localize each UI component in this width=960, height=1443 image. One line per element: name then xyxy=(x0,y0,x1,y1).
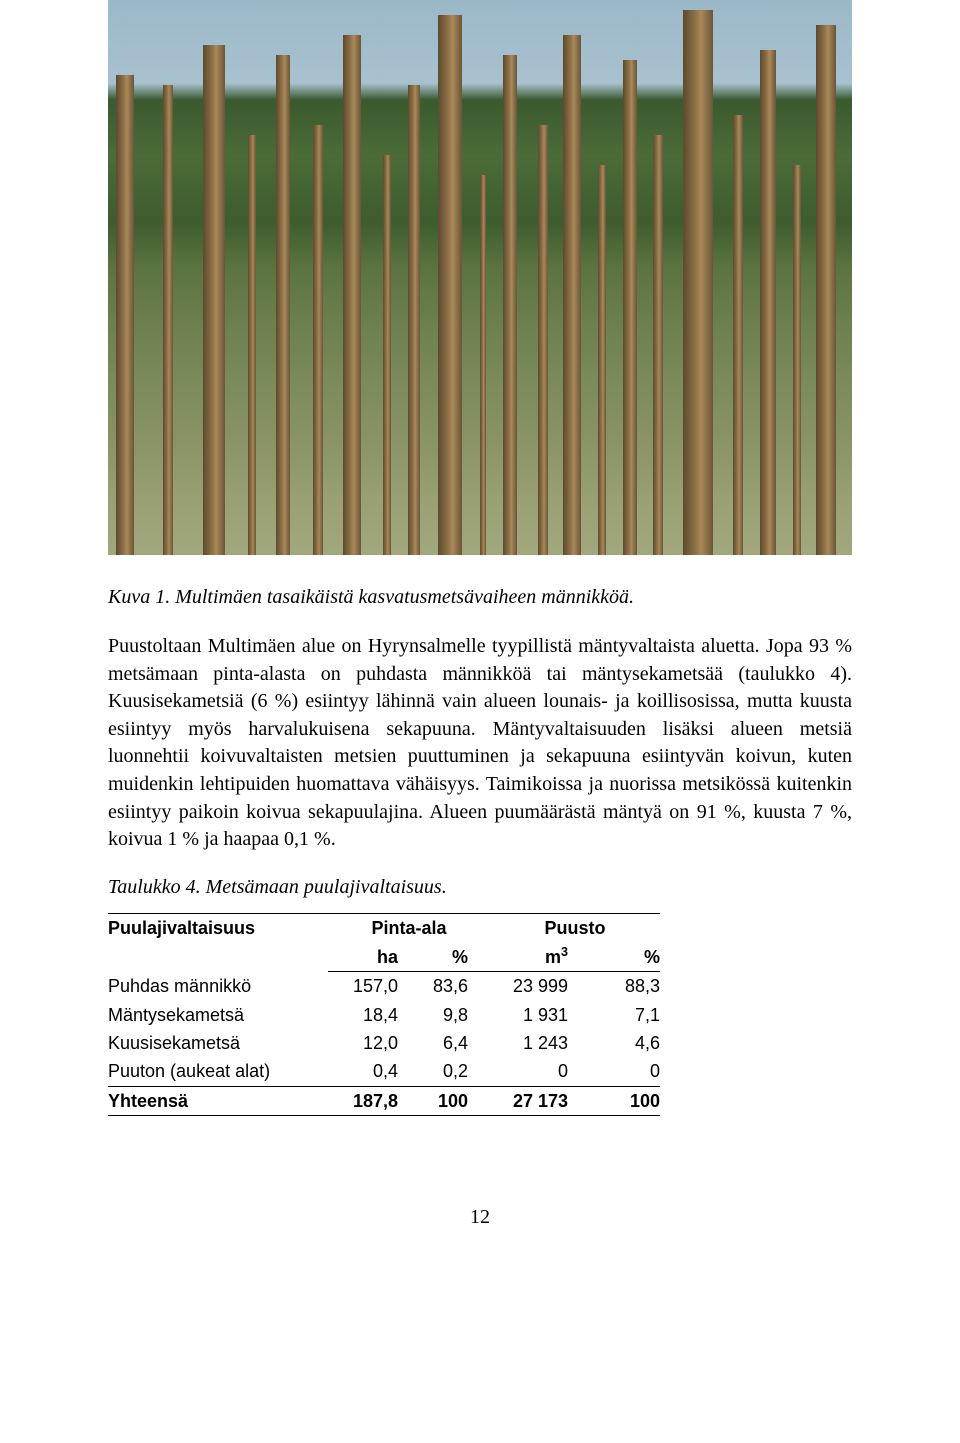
table-caption: Taulukko 4. Metsämaan puulajivaltaisuus. xyxy=(108,876,852,899)
figure-forest-photo xyxy=(108,0,852,555)
th-ha-pct: % xyxy=(420,942,490,972)
cell-total-ha: 187,8 xyxy=(328,1086,420,1115)
tree-trunk xyxy=(163,85,173,555)
tree-trunk xyxy=(563,35,581,555)
cell-ha: 157,0 xyxy=(328,972,420,1001)
tree-trunk xyxy=(313,125,323,555)
figure-caption: Kuva 1. Multimäen tasaikäistä kasvatusme… xyxy=(108,583,852,611)
cell-ha: 18,4 xyxy=(328,1001,420,1029)
tree-trunk xyxy=(408,85,420,555)
cell-total-m3: 27 173 xyxy=(490,1086,590,1115)
th-group-puusto: Puusto xyxy=(490,913,660,942)
tree-trunk xyxy=(816,25,836,555)
tree-trunk xyxy=(623,60,637,555)
tree-trunk xyxy=(480,175,486,555)
tree-trunk xyxy=(793,165,801,555)
tree-trunk xyxy=(683,10,713,555)
cell-m3p: 4,6 xyxy=(590,1029,660,1057)
tree-trunk xyxy=(383,155,391,555)
cell-total-hap: 100 xyxy=(420,1086,490,1115)
th-group-pinta-ala: Pinta-ala xyxy=(328,913,490,942)
tree-trunk xyxy=(733,115,743,555)
body-paragraph: Puustoltaan Multimäen alue on Hyrynsalme… xyxy=(108,633,852,854)
table-row: Kuusisekametsä12,06,41 2434,6 xyxy=(108,1029,660,1057)
tree-trunk xyxy=(760,50,776,555)
tree-trunk xyxy=(503,55,517,555)
tree-trunk xyxy=(248,135,256,555)
cell-hap: 6,4 xyxy=(420,1029,490,1057)
page: Kuva 1. Multimäen tasaikäistä kasvatusme… xyxy=(0,0,960,1269)
cell-m3: 0 xyxy=(490,1057,590,1086)
tree-trunk xyxy=(276,55,290,555)
tree-trunk xyxy=(653,135,663,555)
table-row: Puhdas männikkö157,083,623 99988,3 xyxy=(108,972,660,1001)
table-puulajivaltaisuus: Puulajivaltaisuus Pinta-ala Puusto ha % … xyxy=(108,913,660,1116)
tree-trunk xyxy=(116,75,134,555)
cell-total-m3p: 100 xyxy=(590,1086,660,1115)
cell-total-label: Yhteensä xyxy=(108,1086,328,1115)
tree-trunk xyxy=(343,35,361,555)
th-label: Puulajivaltaisuus xyxy=(108,913,328,972)
cell-m3: 1 243 xyxy=(490,1029,590,1057)
cell-label: Mäntysekametsä xyxy=(108,1001,328,1029)
th-m3-pct: % xyxy=(590,942,660,972)
th-m3: m3 xyxy=(490,942,590,972)
cell-hap: 0,2 xyxy=(420,1057,490,1086)
cell-label: Puuton (aukeat alat) xyxy=(108,1057,328,1086)
cell-m3: 23 999 xyxy=(490,972,590,1001)
page-number: 12 xyxy=(108,1206,852,1229)
tree-trunk xyxy=(598,165,606,555)
cell-m3p: 0 xyxy=(590,1057,660,1086)
th-ha: ha xyxy=(328,942,420,972)
cell-ha: 0,4 xyxy=(328,1057,420,1086)
cell-ha: 12,0 xyxy=(328,1029,420,1057)
tree-trunk xyxy=(438,15,462,555)
cell-m3p: 88,3 xyxy=(590,972,660,1001)
cell-hap: 9,8 xyxy=(420,1001,490,1029)
cell-label: Puhdas männikkö xyxy=(108,972,328,1001)
cell-label: Kuusisekametsä xyxy=(108,1029,328,1057)
cell-m3: 1 931 xyxy=(490,1001,590,1029)
tree-trunk xyxy=(203,45,225,555)
tree-trunk xyxy=(538,125,548,555)
table-row: Mäntysekametsä18,49,81 9317,1 xyxy=(108,1001,660,1029)
table-row-total: Yhteensä 187,8 100 27 173 100 xyxy=(108,1086,660,1115)
cell-m3p: 7,1 xyxy=(590,1001,660,1029)
table-row: Puuton (aukeat alat)0,40,200 xyxy=(108,1057,660,1086)
cell-hap: 83,6 xyxy=(420,972,490,1001)
